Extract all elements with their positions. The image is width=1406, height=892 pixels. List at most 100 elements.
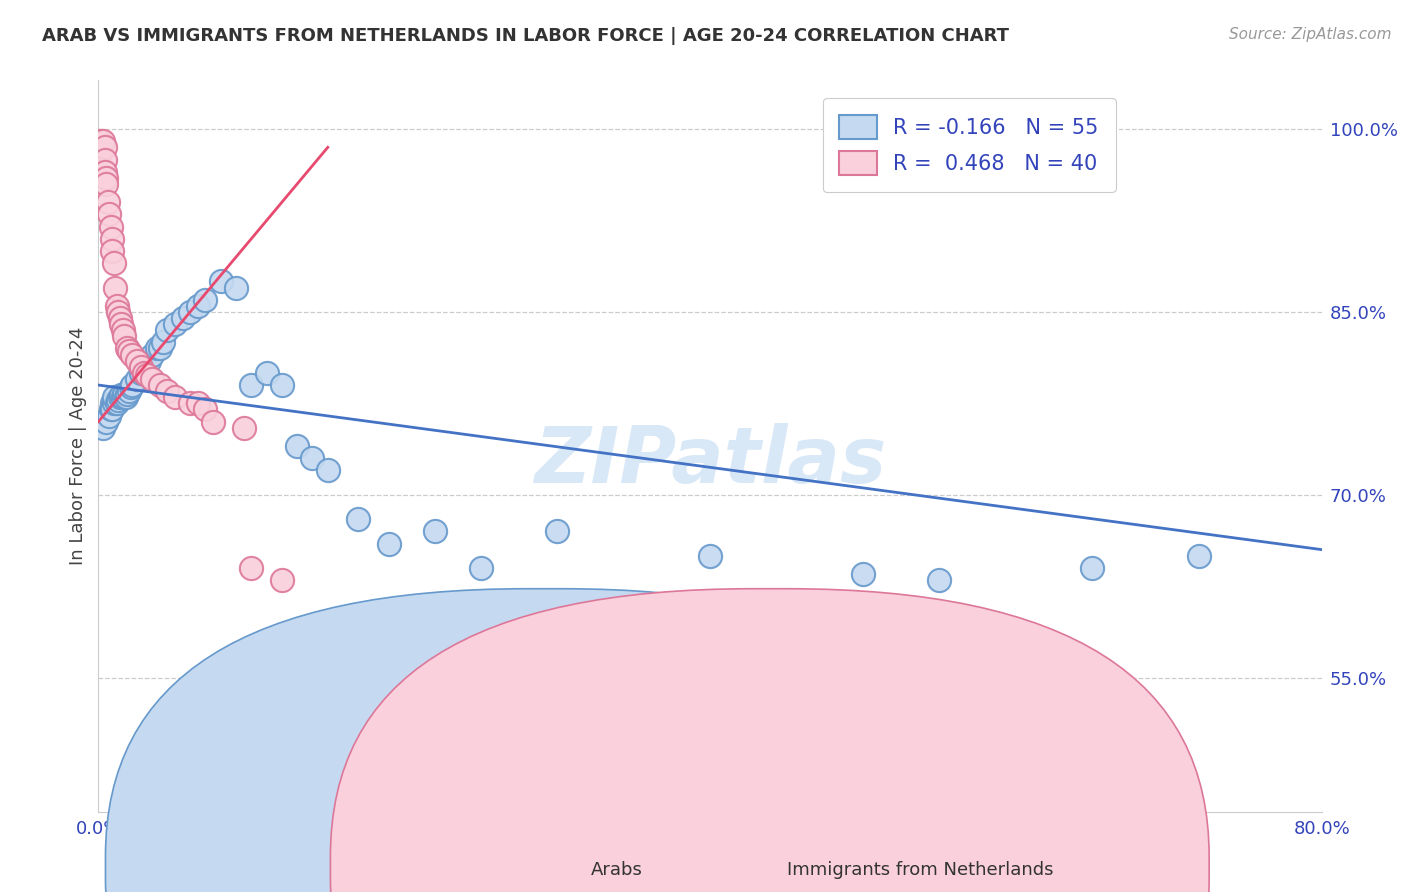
- Point: [136, 368, 159, 383]
- Point: [121, 348, 143, 362]
- Point: [668, 707, 690, 722]
- Point: [546, 524, 568, 539]
- Point: [240, 561, 263, 575]
- Point: [98, 409, 121, 423]
- Point: [141, 372, 163, 386]
- Point: [107, 392, 129, 407]
- Point: [623, 682, 645, 697]
- Point: [103, 256, 125, 270]
- Point: [89, 165, 111, 179]
- Point: [129, 366, 152, 380]
- Point: [149, 342, 172, 356]
- FancyBboxPatch shape: [330, 589, 1209, 892]
- Point: [101, 244, 124, 258]
- Point: [301, 451, 323, 466]
- Point: [145, 342, 167, 356]
- Point: [256, 366, 278, 380]
- Point: [91, 421, 114, 435]
- Point: [516, 646, 538, 660]
- Point: [1188, 549, 1211, 563]
- Point: [105, 396, 128, 410]
- Point: [156, 323, 179, 337]
- Point: [163, 390, 186, 404]
- Point: [120, 380, 142, 394]
- Point: [172, 311, 194, 326]
- Point: [104, 280, 127, 294]
- Point: [125, 372, 148, 386]
- Point: [347, 512, 370, 526]
- Point: [129, 359, 152, 374]
- Point: [285, 439, 308, 453]
- Text: ZIPatlas: ZIPatlas: [534, 423, 886, 499]
- Point: [97, 195, 120, 210]
- Point: [1081, 561, 1104, 575]
- Point: [156, 384, 179, 399]
- Point: [423, 524, 446, 539]
- Point: [270, 573, 292, 587]
- Point: [179, 396, 201, 410]
- Point: [101, 232, 124, 246]
- FancyBboxPatch shape: [105, 589, 984, 892]
- Point: [115, 390, 138, 404]
- Point: [149, 378, 172, 392]
- Point: [852, 567, 875, 582]
- Point: [107, 305, 129, 319]
- Point: [108, 390, 131, 404]
- Point: [100, 219, 122, 234]
- Point: [110, 388, 132, 402]
- Point: [100, 402, 122, 417]
- Point: [121, 378, 143, 392]
- Point: [152, 335, 174, 350]
- Legend: R = -0.166   N = 55, R =  0.468   N = 40: R = -0.166 N = 55, R = 0.468 N = 40: [823, 98, 1115, 192]
- Point: [91, 134, 114, 148]
- Point: [93, 140, 115, 154]
- Point: [202, 415, 225, 429]
- Point: [112, 386, 135, 401]
- Text: Arabs: Arabs: [591, 861, 643, 879]
- Point: [112, 329, 135, 343]
- Point: [194, 402, 217, 417]
- Point: [94, 415, 117, 429]
- Point: [141, 348, 163, 362]
- Point: [187, 396, 209, 410]
- Point: [209, 275, 232, 289]
- Point: [89, 146, 111, 161]
- Point: [93, 153, 115, 167]
- Point: [93, 165, 115, 179]
- Point: [111, 390, 134, 404]
- Point: [470, 561, 492, 575]
- Point: [316, 463, 339, 477]
- Point: [125, 353, 148, 368]
- Point: [179, 305, 201, 319]
- Text: Source: ZipAtlas.com: Source: ZipAtlas.com: [1229, 27, 1392, 42]
- Point: [101, 396, 124, 410]
- Point: [134, 366, 156, 380]
- Text: Immigrants from Netherlands: Immigrants from Netherlands: [787, 861, 1054, 879]
- Point: [134, 366, 156, 380]
- Point: [194, 293, 217, 307]
- Point: [118, 343, 141, 358]
- Point: [928, 573, 950, 587]
- Point: [111, 323, 134, 337]
- Point: [225, 280, 247, 294]
- Y-axis label: In Labor Force | Age 20-24: In Labor Force | Age 20-24: [69, 326, 87, 566]
- Point: [240, 378, 263, 392]
- Point: [118, 384, 141, 399]
- Point: [94, 177, 117, 191]
- Point: [232, 421, 254, 435]
- Point: [163, 317, 186, 331]
- Point: [108, 311, 131, 326]
- Point: [138, 353, 160, 368]
- Point: [103, 396, 125, 410]
- Point: [105, 299, 128, 313]
- Point: [101, 402, 124, 417]
- Point: [89, 134, 111, 148]
- Point: [378, 536, 401, 550]
- Point: [117, 342, 139, 356]
- Point: [94, 170, 117, 185]
- Point: [187, 299, 209, 313]
- Point: [110, 317, 132, 331]
- Text: ARAB VS IMMIGRANTS FROM NETHERLANDS IN LABOR FORCE | AGE 20-24 CORRELATION CHART: ARAB VS IMMIGRANTS FROM NETHERLANDS IN L…: [42, 27, 1010, 45]
- Point: [270, 378, 292, 392]
- Point: [117, 386, 139, 401]
